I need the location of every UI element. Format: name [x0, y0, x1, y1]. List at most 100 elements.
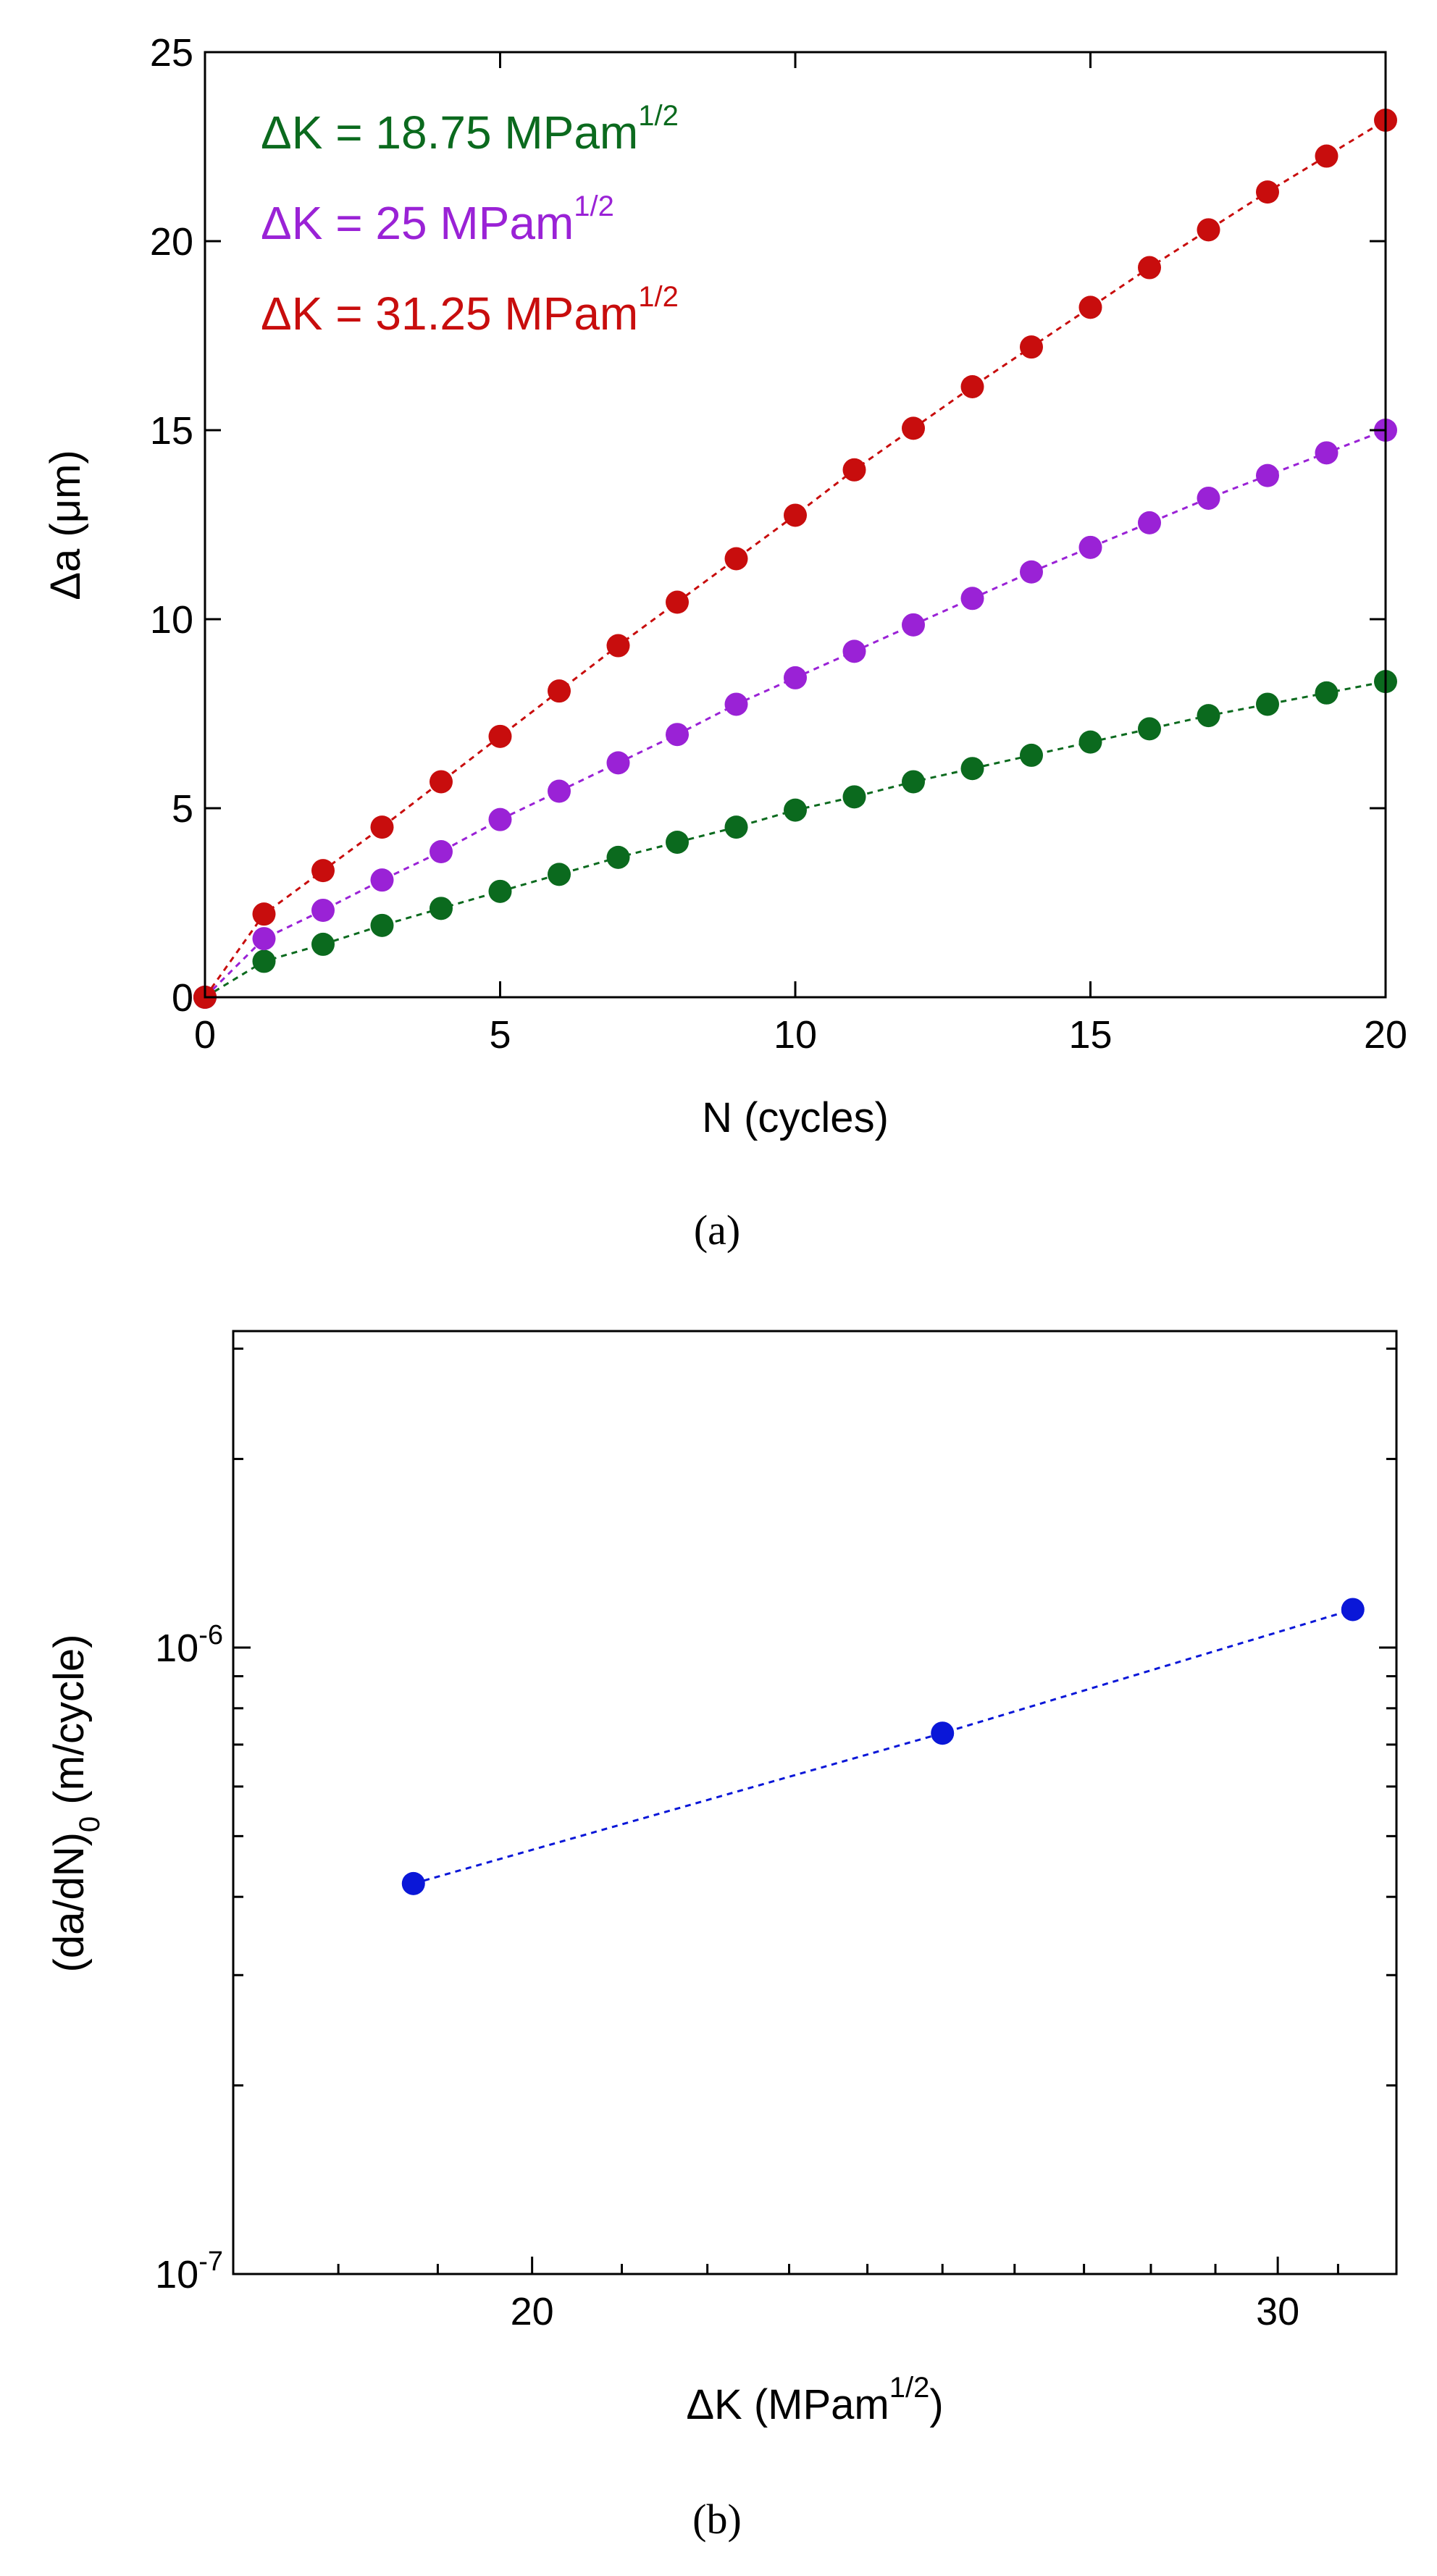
- chart-a-series-3-point: [960, 374, 984, 398]
- chart-a-series-1-point: [311, 932, 335, 956]
- chart-a-series-2-point: [1138, 511, 1161, 534]
- chart-a-series-2-point: [902, 613, 925, 637]
- chart-b-series-point: [931, 1721, 955, 1745]
- chart-a-series-1-point: [548, 863, 571, 886]
- chart-a-series-2-point: [960, 587, 984, 611]
- chart-a-series-3-point: [1315, 144, 1338, 168]
- legend-entry-1-label: ΔK = 18.75 MPam: [261, 106, 638, 159]
- chart-a-series-3-point: [666, 590, 689, 614]
- chart-a-y-tick-label: 20: [150, 220, 193, 264]
- chart-a-series-3-point: [1138, 256, 1161, 280]
- chart-a-series-2-point: [842, 639, 866, 663]
- chart-a-series-3-point: [311, 859, 335, 883]
- chart-a-series-3-point: [1078, 295, 1102, 319]
- chart-a-series-1-line: [204, 680, 1386, 999]
- chart-a-series-3-point: [606, 634, 630, 658]
- chart-a-series-3-point: [370, 815, 394, 839]
- chart-a-ticks-layer: 0 5 10 15 20 0 5 10 15 20 25: [150, 31, 1407, 1057]
- chart-a-series-layer: [193, 108, 1397, 1009]
- chart-a-x-tick-label: 10: [774, 1013, 817, 1057]
- chart-b-series-line: [413, 1608, 1354, 1885]
- chart-a-series-2-point: [606, 751, 630, 775]
- legend-entry-1: ΔK = 18.75 MPam1/2: [261, 100, 679, 159]
- chart-a-series-2-point: [724, 692, 748, 716]
- chart-a-series-2-point: [666, 723, 689, 747]
- chart-a-series-3-line: [204, 119, 1386, 998]
- chart-a-series-1-point: [1020, 743, 1043, 767]
- chart-a-series-1-point: [1256, 692, 1279, 716]
- chart-a-series-1-point: [902, 770, 925, 794]
- chart-a-series-1-point: [606, 845, 630, 869]
- chart-a-series-1-point: [430, 897, 453, 920]
- chart-a-series-3-point: [548, 679, 571, 703]
- chart-a-x-axis-label: N (cycles): [702, 1094, 889, 1141]
- chart-a-series-3-point: [430, 770, 453, 794]
- chart-a-series-1-point: [1138, 717, 1161, 741]
- chart-b-series-point: [1341, 1598, 1365, 1621]
- chart-a-series-1-point: [252, 949, 276, 973]
- chart-b-frame: [232, 1330, 1398, 2275]
- chart-a-series-1-point: [784, 798, 807, 822]
- chart-b-x-axis-label: ΔK (MPam1/2): [686, 2372, 943, 2428]
- chart-b-y-tick-label: 10-6: [155, 1620, 223, 1670]
- chart-a-series-1-point: [666, 830, 689, 854]
- chart-b-y-tick-label-base: 10: [155, 2253, 198, 2296]
- chart-b-y-axis-label-main: (da/dN): [46, 1832, 93, 1972]
- chart-a-series-1-point: [1315, 681, 1338, 705]
- chart-b-caption: (b): [692, 2496, 742, 2543]
- chart-a-series-2-point: [430, 840, 453, 864]
- legend-entry-2-label: ΔK = 25 MPam: [261, 197, 574, 249]
- legend-entry-3: ΔK = 31.25 MPam1/2: [261, 281, 679, 340]
- chart-a-series-3-point: [488, 724, 512, 748]
- legend-entry-1-sup: 1/2: [638, 100, 679, 132]
- chart-a-series-3-point: [902, 416, 925, 440]
- chart-b-x-axis-label-sup: 1/2: [889, 2372, 930, 2404]
- chart-a-x-tick-label: 20: [1364, 1013, 1407, 1057]
- chart-b-series-layer: [401, 1598, 1365, 1895]
- chart-b-y-tick-label: 10-7: [155, 2246, 223, 2296]
- chart-b-y-tick-label-exp: -7: [198, 2246, 223, 2277]
- chart-a-series-1-point: [370, 913, 394, 937]
- chart-b-x-tick-label: 20: [511, 2290, 554, 2333]
- chart-a-series-2-point: [370, 868, 394, 892]
- chart-a-series-1-point: [960, 757, 984, 781]
- chart-b-x-axis-label-end: ): [929, 2381, 943, 2428]
- chart-b-y-axis-label: (da/dN)0 (m/cycle): [46, 1635, 106, 1973]
- chart-a-series-2-point: [784, 666, 807, 689]
- chart-a-series-2-point: [488, 807, 512, 831]
- chart-a: 0 5 10 15 20 0 5 10 15 20 25 N (cycles) Δa (μm) ΔK…: [42, 31, 1407, 1254]
- chart-a-series-1-point: [1197, 704, 1220, 728]
- chart-b-y-axis-label-sub: 0: [74, 1816, 106, 1832]
- chart-a-series-1-point: [842, 785, 866, 809]
- chart-a-series-1-point: [724, 815, 748, 839]
- chart-a-series-1-point: [488, 879, 512, 903]
- chart-a-series-3-point: [724, 547, 748, 571]
- chart-b-series-point: [401, 1871, 425, 1895]
- chart-a-series-2-point: [1078, 535, 1102, 559]
- chart-a-series-2-point: [1197, 486, 1220, 510]
- chart-a-caption: (a): [694, 1207, 740, 1254]
- chart-b-y-tick-label-base: 10: [155, 1627, 198, 1670]
- chart-a-series-3-point: [842, 458, 866, 482]
- chart-a-y-tick-label: 5: [172, 787, 193, 831]
- chart-a-series-2-point: [1256, 463, 1279, 487]
- chart-a-series-2-point: [252, 927, 276, 951]
- chart-a-x-tick-label: 5: [489, 1013, 511, 1057]
- chart-b-y-tick-label-exp: -6: [198, 1620, 223, 1650]
- legend-entry-2-sup: 1/2: [574, 190, 614, 222]
- chart-a-series-1-point: [1078, 730, 1102, 754]
- chart-a-y-tick-label: 25: [150, 31, 193, 75]
- legend-entry-3-sup: 1/2: [638, 281, 679, 313]
- chart-a-x-tick-label: 15: [1068, 1013, 1112, 1057]
- legend-entry-2: ΔK = 25 MPam1/2: [261, 190, 614, 249]
- chart-a-series-3-point: [252, 902, 276, 926]
- chart-a-y-tick-label: 15: [150, 409, 193, 453]
- chart-b-x-axis-label-main: ΔK (MPam: [686, 2381, 889, 2428]
- chart-a-legend: ΔK = 18.75 MPam1/2 ΔK = 25 MPam1/2 ΔK = …: [261, 100, 679, 340]
- chart-a-y-axis-label: Δa (μm): [42, 450, 89, 600]
- chart-a-y-tick-label: 10: [150, 598, 193, 642]
- chart-a-series-3-point: [1256, 180, 1279, 204]
